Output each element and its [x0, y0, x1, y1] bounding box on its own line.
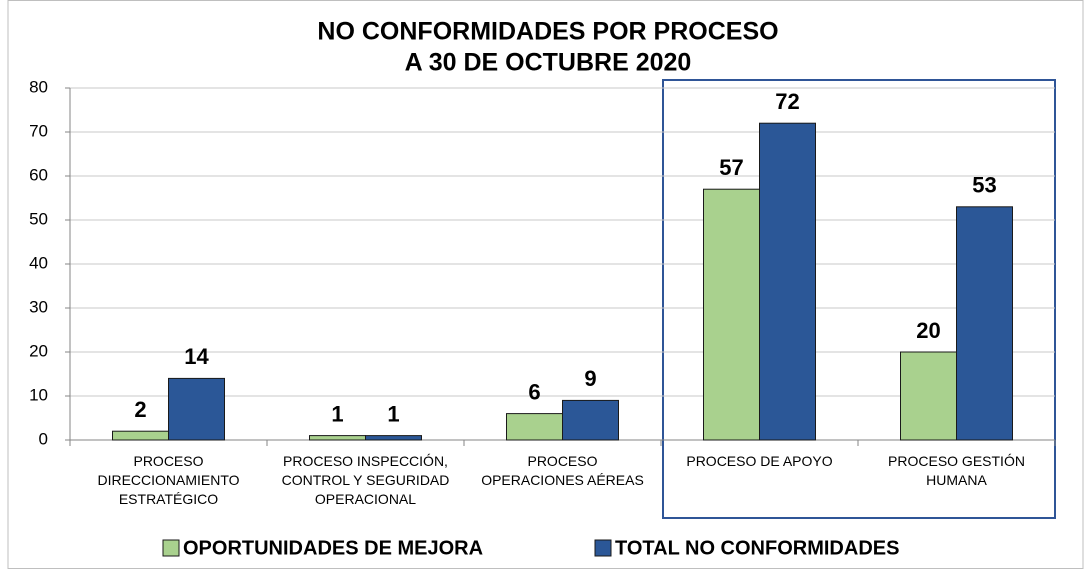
- legend-label: TOTAL NO CONFORMIDADES: [615, 537, 899, 559]
- bar: [900, 351, 957, 441]
- y-tick-label: 30: [29, 297, 48, 316]
- data-label: 20: [916, 318, 940, 343]
- y-tick-label: 20: [29, 341, 48, 360]
- bar: [168, 377, 225, 441]
- legend-swatch: [594, 539, 612, 557]
- x-tick-label: PROCESO GESTIÓN HUMANA: [888, 453, 1025, 488]
- data-label: 1: [331, 401, 343, 426]
- x-tick-label: PROCESO DE APOYO: [686, 453, 833, 469]
- y-tick-label: 10: [29, 385, 48, 404]
- bar: [506, 413, 563, 441]
- legend-swatch: [162, 539, 180, 557]
- data-label: 57: [719, 155, 743, 180]
- y-tick-label: 70: [29, 121, 48, 140]
- data-label: 6: [528, 379, 540, 404]
- x-tick-label: PROCESO OPERACIONES AÉREAS: [481, 453, 644, 488]
- data-label: 72: [775, 89, 799, 114]
- bar: [703, 188, 760, 441]
- y-tick-label: 0: [39, 429, 48, 448]
- highlight-box: [662, 79, 1056, 519]
- bar: [112, 430, 169, 441]
- x-tick-label: PROCESO DIRECCIONAMIENTO ESTRATÉGICO: [97, 453, 240, 507]
- bar: [956, 206, 1013, 441]
- bar: [562, 399, 619, 441]
- y-tick-label: 40: [29, 253, 48, 272]
- chart-title: A 30 DE OCTUBRE 2020: [405, 49, 692, 77]
- y-tick-label: 80: [29, 77, 48, 96]
- legend-label: OPORTUNIDADES DE MEJORA: [183, 537, 483, 559]
- y-tick-label: 60: [29, 165, 48, 184]
- data-label: 9: [584, 366, 596, 391]
- data-label: 53: [972, 173, 996, 198]
- data-label: 14: [184, 344, 209, 369]
- x-tick-label: PROCESO INSPECCIÓN, CONTROL Y SEGURIDAD …: [281, 453, 450, 507]
- y-tick-label: 50: [29, 209, 48, 228]
- data-label: 1: [387, 401, 399, 426]
- bar: [759, 122, 816, 441]
- chart-title: NO CONFORMIDADES POR PROCESO: [317, 18, 778, 46]
- data-label: 2: [134, 397, 146, 422]
- bar: [365, 435, 422, 441]
- bar: [309, 435, 366, 441]
